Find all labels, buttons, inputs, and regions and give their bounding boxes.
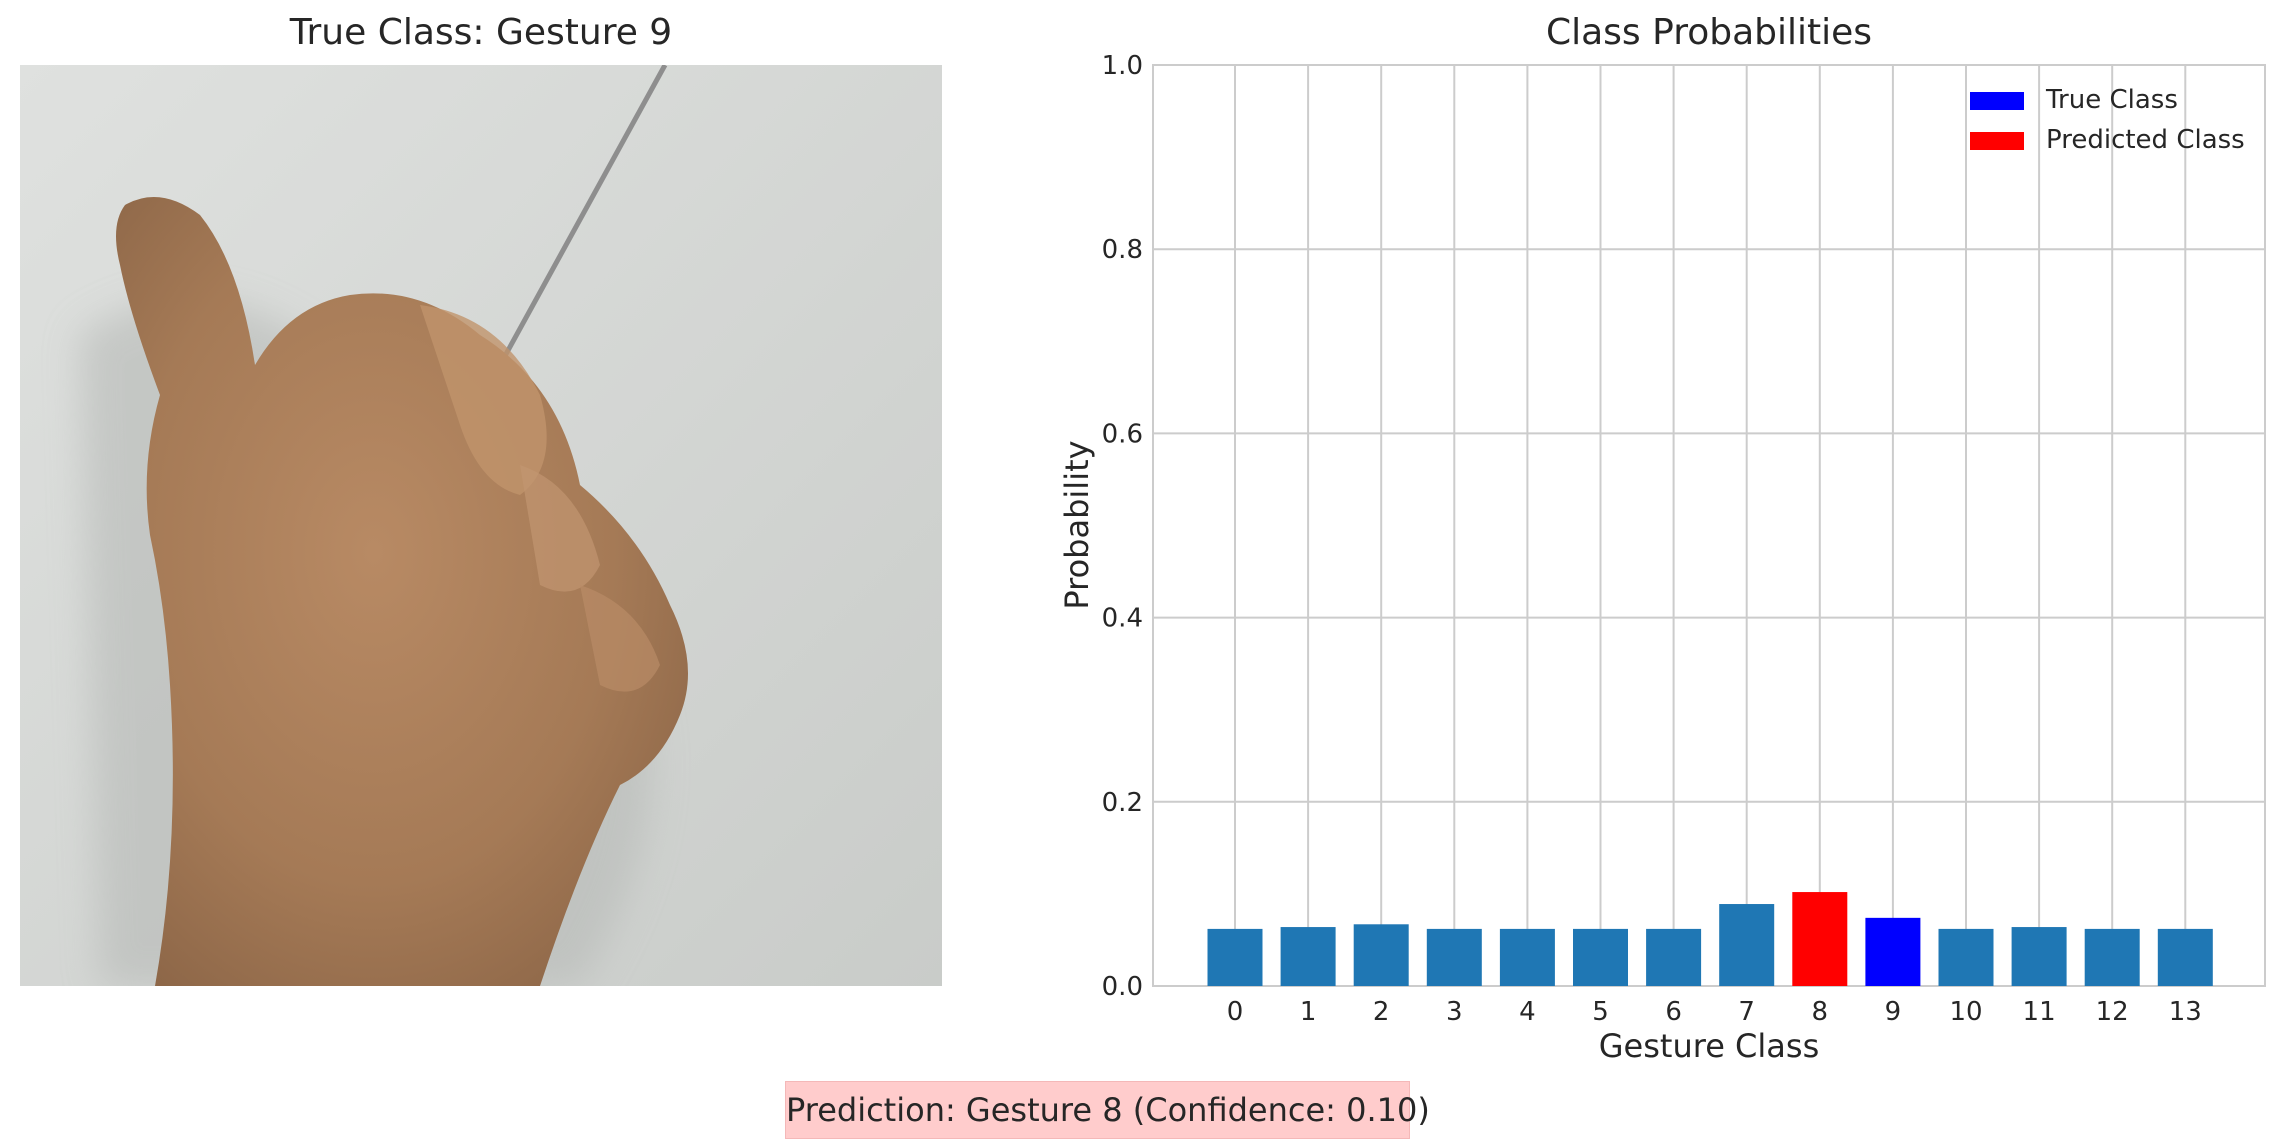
bar-gesture-4	[1499, 928, 1555, 986]
y-tick-label: 0.6	[1102, 419, 1143, 449]
bar-gesture-2	[1353, 924, 1409, 986]
x-tick-label: 12	[2096, 997, 2129, 1027]
x-tick-label: 3	[1446, 997, 1463, 1027]
x-tick-label: 11	[2023, 997, 2056, 1027]
bar-gesture-11	[2011, 927, 2067, 986]
x-tick-label: 2	[1373, 997, 1390, 1027]
x-tick-label: 10	[1949, 997, 1982, 1027]
image-panel-title: True Class: Gesture 9	[289, 12, 673, 53]
y-tick-label: 0.4	[1102, 604, 1143, 634]
legend: True Class Predicted Class	[1970, 85, 2245, 155]
bar-gesture-13	[2157, 928, 2213, 986]
bar-gesture-10	[1938, 928, 1994, 986]
chart-title: Class Probabilities	[1545, 12, 1873, 53]
bar-gesture-1	[1280, 927, 1336, 986]
bar-gesture-7	[1719, 904, 1775, 986]
x-axis-label: Gesture Class	[1599, 1027, 1819, 1065]
plot-area	[1152, 64, 2266, 987]
bar-gesture-3	[1426, 928, 1482, 986]
x-tick-label: 0	[1227, 997, 1244, 1027]
hand-photo	[20, 65, 942, 986]
y-tick-label: 0.2	[1102, 788, 1143, 818]
x-tick-label: 1	[1300, 997, 1317, 1027]
x-tick-label: 5	[1592, 997, 1609, 1027]
legend-label: Predicted Class	[2046, 125, 2245, 155]
x-tick-label: 7	[1738, 997, 1755, 1027]
x-tick-label: 8	[1812, 997, 1829, 1027]
bar-gesture-5	[1573, 928, 1628, 986]
y-axis-label: Probability	[1058, 440, 1096, 609]
y-tick-label: 0.0	[1102, 972, 1143, 1002]
y-tick-label: 0.8	[1102, 235, 1143, 265]
x-tick-label: 9	[1885, 997, 1902, 1027]
x-tick-label: 6	[1665, 997, 1682, 1027]
bar-gesture-0	[1207, 928, 1263, 986]
bars	[1207, 892, 2213, 986]
bar-gesture-12	[2084, 928, 2140, 986]
bar-gesture-8	[1792, 892, 1848, 986]
x-tick-label: 13	[2169, 997, 2202, 1027]
x-tick-label: 4	[1519, 997, 1536, 1027]
tick-labels: 0.00.20.40.60.81.00 1 2 3 4 5 6 7 8 9 10 11 12 13	[1102, 51, 2202, 1027]
legend-swatch	[1970, 132, 2024, 150]
bar-gesture-9	[1865, 917, 1921, 986]
legend-label: True Class	[2045, 85, 2178, 115]
grid-lines	[1153, 64, 2265, 987]
legend-swatch	[1970, 92, 2024, 110]
prediction-banner: Prediction: Gesture 8 (Confidence: 0.10)	[785, 1081, 1430, 1139]
y-tick-label: 1.0	[1102, 51, 1143, 81]
bar-gesture-6	[1646, 928, 1702, 986]
